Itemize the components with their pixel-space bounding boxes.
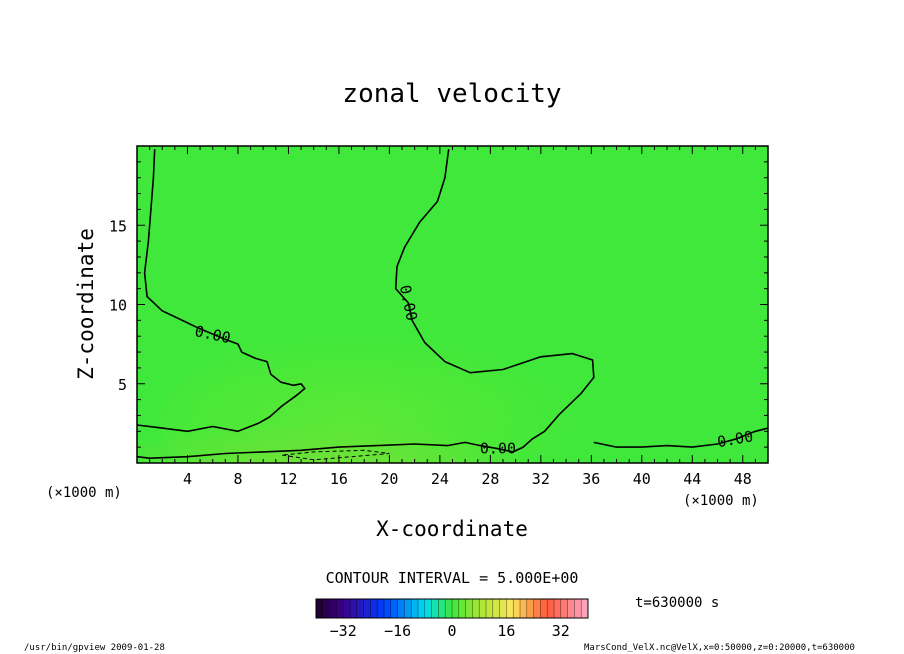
contour-label: 0.00 <box>716 427 755 451</box>
chart-title: zonal velocity <box>342 79 561 109</box>
x-tick-label: 20 <box>380 470 398 488</box>
colorbar-swatch <box>350 599 358 618</box>
colorbar-swatch <box>547 599 555 618</box>
footer-right: MarsCond_VelX.nc@VelX,x=0:50000,z=0:2000… <box>584 643 855 653</box>
colorbar-swatch <box>492 599 500 618</box>
colorbar-swatch <box>438 599 446 618</box>
colorbar-tick-label: 0 <box>447 622 456 640</box>
colorbar-tick-label: −16 <box>384 622 411 640</box>
x-unit-right: (×1000 m) <box>683 493 759 509</box>
colorbar-swatch <box>370 599 378 618</box>
colorbar-swatch <box>316 599 324 618</box>
colorbar-swatch <box>411 599 419 618</box>
colorbar-swatch <box>479 599 487 618</box>
x-tick-label: 40 <box>633 470 651 488</box>
x-tick-label: 16 <box>330 470 348 488</box>
colorbar-swatch <box>384 599 392 618</box>
field-shading-low <box>137 395 530 463</box>
colorbar: −32 −16 0 16 32 <box>315 599 589 640</box>
contour-interval-text: CONTOUR INTERVAL = 5.000E+00 <box>326 569 579 587</box>
x-tick-label: 48 <box>734 470 752 488</box>
colorbar-swatch <box>445 599 453 618</box>
colorbar-swatch <box>424 599 432 618</box>
contour-zero-upper <box>137 149 306 433</box>
colorbar-swatch <box>377 599 385 618</box>
colorbar-swatch <box>581 599 589 618</box>
colorbar-swatch <box>343 599 351 618</box>
colorbar-swatch <box>363 599 371 618</box>
colorbar-swatch <box>329 599 337 618</box>
colorbar-swatch <box>499 599 507 618</box>
colorbar-swatch <box>560 599 568 618</box>
colorbar-tick-label: 16 <box>497 622 515 640</box>
colorbar-swatch <box>486 599 494 618</box>
x-tick-label: 44 <box>683 470 701 488</box>
contour-zero-right <box>593 427 768 448</box>
x-tick-label: 28 <box>481 470 499 488</box>
contour-label: 0.00 <box>480 440 516 458</box>
x-unit-left: (×1000 m) <box>46 485 122 501</box>
colorbar-swatch <box>465 599 473 618</box>
contour-lines <box>137 149 768 461</box>
contour-zero-center <box>137 149 595 459</box>
x-tick-label: 8 <box>233 470 242 488</box>
x-tick-label: 24 <box>431 470 449 488</box>
x-tick-label: 12 <box>279 470 297 488</box>
colorbar-swatch <box>526 599 534 618</box>
colorbar-swatch <box>513 599 521 618</box>
x-tick-label: 36 <box>582 470 600 488</box>
x-tick-label: 32 <box>532 470 550 488</box>
colorbar-swatch <box>567 599 575 618</box>
colorbar-swatch <box>431 599 439 618</box>
colorbar-swatch <box>554 599 562 618</box>
colorbar-swatch <box>540 599 548 618</box>
colorbar-tick-label: 32 <box>552 622 570 640</box>
colorbar-swatch <box>472 599 480 618</box>
velocity-field <box>137 146 768 463</box>
colorbar-swatch <box>506 599 514 618</box>
colorbar-swatch <box>452 599 460 618</box>
colorbar-swatch <box>458 599 466 618</box>
time-label: t=630000 s <box>635 595 719 611</box>
x-tick-label: 4 <box>183 470 192 488</box>
colorbar-swatch <box>404 599 412 618</box>
footer-left: /usr/bin/gpview 2009-01-28 <box>24 643 165 653</box>
colorbar-swatch <box>418 599 426 618</box>
y-tick-label: 10 <box>109 297 127 315</box>
colorbar-tick-label: −32 <box>330 622 357 640</box>
colorbar-frame <box>315 598 589 619</box>
y-tick-label: 15 <box>109 217 127 235</box>
y-tick-label: 5 <box>118 376 127 394</box>
y-axis-label: Z-coordinate <box>74 228 98 380</box>
colorbar-swatch <box>390 599 398 618</box>
colorbar-swatch <box>356 599 364 618</box>
colorbar-swatch <box>574 599 582 618</box>
colorbar-swatch <box>322 599 330 618</box>
colorbar-swatch <box>397 599 405 618</box>
x-axis-label: X-coordinate <box>376 517 528 541</box>
colorbar-swatch <box>520 599 528 618</box>
colorbar-swatch <box>533 599 541 618</box>
colorbar-swatch <box>336 599 344 618</box>
